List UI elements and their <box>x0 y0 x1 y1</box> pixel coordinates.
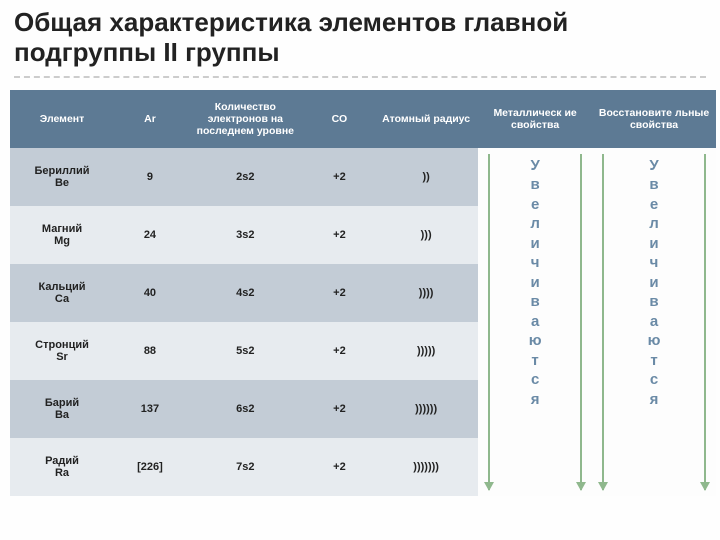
cell-radius: )))) <box>374 264 478 322</box>
col-metallic: Металлическ ие свойства <box>478 90 592 148</box>
cell-ar: 9 <box>114 148 186 206</box>
cell-element: КальцийСа <box>10 264 114 322</box>
cell-ar: 137 <box>114 380 186 438</box>
cell-ar: 24 <box>114 206 186 264</box>
col-ar: Ar <box>114 90 186 148</box>
data-table-wrap: Элемент Ar Количество электронов на посл… <box>0 90 720 496</box>
cell-ar: [226] <box>114 438 186 496</box>
cell-element: БериллийВе <box>10 148 114 206</box>
cell-radius: ))))))) <box>374 438 478 496</box>
page-title: Общая характеристика элементов главной п… <box>0 0 720 74</box>
reducing-trend-cell: Увеличиваются <box>592 148 716 496</box>
cell-radius: ))))) <box>374 322 478 380</box>
cell-ar: 40 <box>114 264 186 322</box>
col-reducing: Восстановите льные свойства <box>592 90 716 148</box>
cell-ar: 88 <box>114 322 186 380</box>
cell-co: +2 <box>305 322 374 380</box>
cell-config: 5s2 <box>186 322 305 380</box>
cell-co: +2 <box>305 264 374 322</box>
col-element: Элемент <box>10 90 114 148</box>
col-config: Количество электронов на последнем уровн… <box>186 90 305 148</box>
cell-co: +2 <box>305 148 374 206</box>
cell-radius: ))) <box>374 206 478 264</box>
cell-element: СтронцийSr <box>10 322 114 380</box>
cell-config: 4s2 <box>186 264 305 322</box>
cell-radius: )))))) <box>374 380 478 438</box>
cell-config: 6s2 <box>186 380 305 438</box>
col-radius: Атомный радиус <box>374 90 478 148</box>
table-header-row: Элемент Ar Количество электронов на посл… <box>10 90 716 148</box>
cell-config: 2s2 <box>186 148 305 206</box>
cell-co: +2 <box>305 206 374 264</box>
metallic-trend-cell: Увеличиваются <box>478 148 592 496</box>
trend-text: Увеличиваются <box>480 156 590 410</box>
cell-element: МагнийMg <box>10 206 114 264</box>
trend-text: Увеличиваются <box>594 156 714 410</box>
cell-co: +2 <box>305 438 374 496</box>
cell-config: 3s2 <box>186 206 305 264</box>
elements-table: Элемент Ar Количество электронов на посл… <box>10 90 716 496</box>
cell-element: БарийВа <box>10 380 114 438</box>
cell-element: РадийRa <box>10 438 114 496</box>
col-co: СО <box>305 90 374 148</box>
title-underline <box>14 76 706 78</box>
cell-config: 7s2 <box>186 438 305 496</box>
table-body: БериллийВе 9 2s2 +2 )) Увеличиваются Уве… <box>10 148 716 496</box>
cell-co: +2 <box>305 380 374 438</box>
cell-radius: )) <box>374 148 478 206</box>
table-row: БериллийВе 9 2s2 +2 )) Увеличиваются Уве… <box>10 148 716 206</box>
